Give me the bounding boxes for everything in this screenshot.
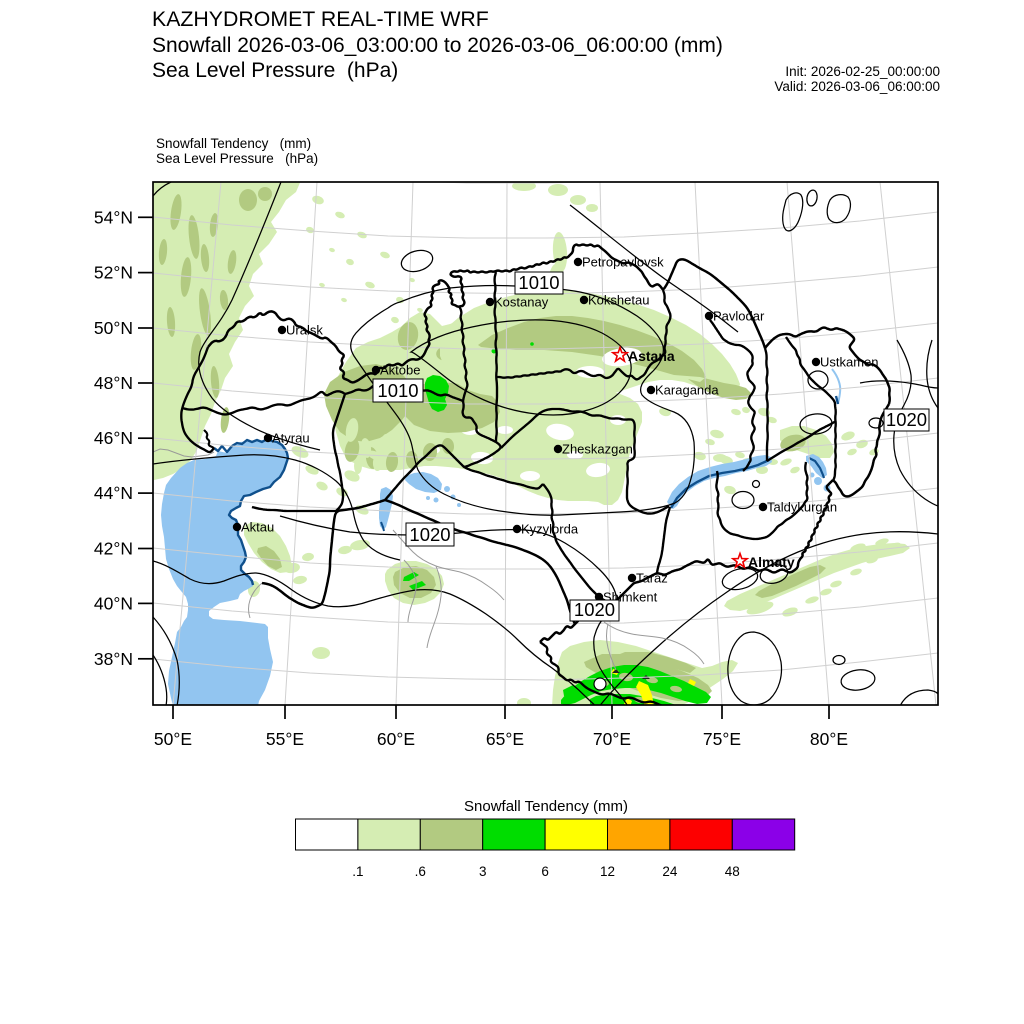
svg-text:KAZHYDROMET REAL-TIME WRF: KAZHYDROMET REAL-TIME WRF xyxy=(152,7,489,31)
svg-text:55°E: 55°E xyxy=(266,729,304,749)
svg-text:Astana: Astana xyxy=(628,348,675,364)
svg-text:46°N: 46°N xyxy=(94,428,133,448)
svg-text:Sea Level Pressure (hPa): Sea Level Pressure (hPa) xyxy=(156,151,318,166)
svg-text:Almaty: Almaty xyxy=(748,554,795,570)
svg-text:38°N: 38°N xyxy=(94,649,133,669)
svg-text:1020: 1020 xyxy=(574,599,615,620)
svg-text:48: 48 xyxy=(725,864,740,879)
svg-text:Atyrau: Atyrau xyxy=(272,431,310,446)
svg-text:Snowfall 2026-03-06_03:00:00 t: Snowfall 2026-03-06_03:00:00 to 2026-03-… xyxy=(152,34,723,57)
svg-text:Ustkamen: Ustkamen xyxy=(820,355,879,370)
svg-text:Snowfall Tendency (mm): Snowfall Tendency (mm) xyxy=(156,136,311,151)
svg-text:80°E: 80°E xyxy=(810,729,848,749)
svg-text:Kyzylorda: Kyzylorda xyxy=(521,522,579,537)
svg-text:Aktau: Aktau xyxy=(241,520,274,535)
svg-text:3: 3 xyxy=(479,864,487,879)
svg-text:42°N: 42°N xyxy=(94,539,133,559)
svg-text:1010: 1010 xyxy=(518,272,559,293)
svg-text:Snowfall Tendency (mm): Snowfall Tendency (mm) xyxy=(464,798,628,815)
svg-text:.6: .6 xyxy=(415,864,426,879)
svg-text:75°E: 75°E xyxy=(703,729,741,749)
svg-text:1010: 1010 xyxy=(377,380,418,401)
svg-text:Taraz: Taraz xyxy=(636,571,668,586)
svg-text:44°N: 44°N xyxy=(94,483,133,503)
svg-text:Uralsk: Uralsk xyxy=(286,323,323,338)
svg-text:Aktobe: Aktobe xyxy=(380,363,420,378)
svg-text:65°E: 65°E xyxy=(486,729,524,749)
svg-text:70°E: 70°E xyxy=(593,729,631,749)
svg-text:60°E: 60°E xyxy=(377,729,415,749)
svg-text:48°N: 48°N xyxy=(94,373,133,393)
svg-text:1020: 1020 xyxy=(409,524,450,545)
svg-text:Kostanay: Kostanay xyxy=(494,295,549,310)
svg-text:54°N: 54°N xyxy=(94,207,133,227)
svg-text:1020: 1020 xyxy=(886,409,927,430)
svg-text:Karaganda: Karaganda xyxy=(655,383,719,398)
svg-text:40°N: 40°N xyxy=(94,593,133,613)
svg-text:12: 12 xyxy=(600,864,615,879)
svg-text:24: 24 xyxy=(662,864,678,879)
svg-text:Kokshetau: Kokshetau xyxy=(588,293,649,308)
svg-text:Valid: 2026-03-06_06:00:00: Valid: 2026-03-06_06:00:00 xyxy=(774,79,940,94)
svg-text:Pavlodar: Pavlodar xyxy=(713,309,765,324)
svg-text:Petropavlovsk: Petropavlovsk xyxy=(582,255,664,270)
svg-text:52°N: 52°N xyxy=(94,263,133,283)
svg-text:.1: .1 xyxy=(352,864,363,879)
svg-text:50°E: 50°E xyxy=(154,729,192,749)
svg-text:Init: 2026-02-25_00:00:00: Init: 2026-02-25_00:00:00 xyxy=(785,64,940,79)
svg-text:Sea Level Pressure (hPa): Sea Level Pressure (hPa) xyxy=(152,59,398,82)
svg-text:6: 6 xyxy=(541,864,549,879)
svg-text:Taldykurgan: Taldykurgan xyxy=(767,500,837,515)
svg-text:Zheskazgan: Zheskazgan xyxy=(562,442,633,457)
svg-text:50°N: 50°N xyxy=(94,318,133,338)
